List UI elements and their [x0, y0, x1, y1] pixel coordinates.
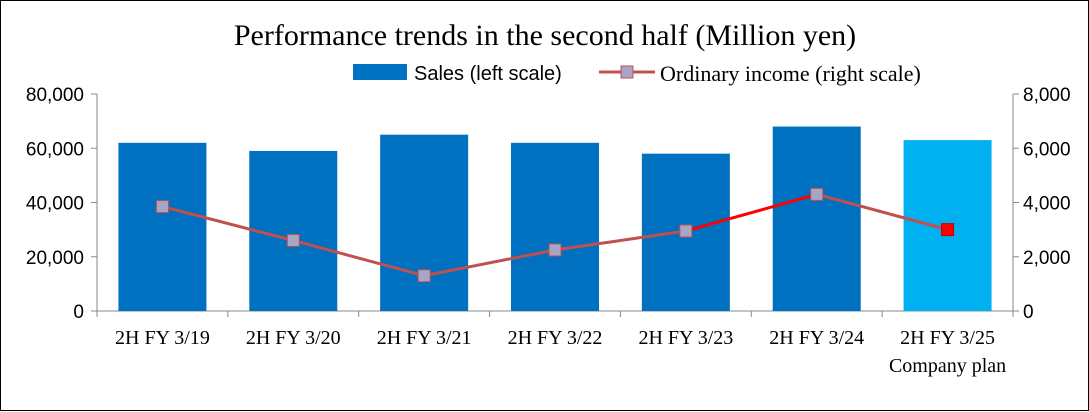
income-line-segment	[685, 192, 818, 233]
x-tick-label: 2H FY 3/25	[900, 327, 995, 349]
income-line-segment	[816, 192, 948, 232]
x-tick-sublabel: Company plan	[889, 355, 1006, 377]
income-point	[548, 243, 562, 257]
y-right-tick-label: 2,000	[1023, 248, 1071, 269]
sales-bar	[118, 142, 207, 311]
income-point	[286, 233, 300, 247]
y-right-tick-label: 6,000	[1023, 139, 1071, 160]
income-point	[679, 224, 693, 238]
y-right-tick-label: 0	[1023, 302, 1034, 323]
legend: Sales (left scale) Ordinary income (righ…	[353, 61, 921, 86]
sales-bar	[249, 150, 338, 311]
sales-bar	[511, 142, 599, 311]
income-line-segment	[162, 205, 294, 242]
income-line-segment	[292, 239, 425, 278]
income-point	[417, 269, 431, 283]
legend-income-marker	[620, 65, 634, 79]
y-left-tick-label: 0	[73, 302, 84, 323]
income-line-segment	[554, 229, 687, 252]
x-tick-label: 2H FY 3/23	[638, 327, 733, 349]
y-right-tick-label: 4,000	[1023, 194, 1071, 215]
y-left-tick-label: 60,000	[26, 139, 84, 160]
sales-bar	[380, 134, 469, 311]
chart-title: Performance trends in the second half (M…	[234, 19, 856, 52]
y-right-tick-label: 8,000	[1023, 85, 1071, 106]
plot-area: 0 20,000 40,000 60,000 80,000 0 2,000 4,000 6,00…	[26, 85, 1071, 377]
income-line-segment	[423, 248, 556, 278]
x-tick-label: 2H FY 3/24	[769, 327, 864, 349]
income-point	[810, 187, 824, 201]
x-tick-label: 2H FY 3/19	[115, 327, 210, 349]
y-left-tick-label: 40,000	[26, 194, 84, 215]
legend-income-label: Ordinary income (right scale)	[660, 61, 921, 86]
x-tick-label: 2H FY 3/22	[508, 327, 603, 349]
x-tick-label: 2H FY 3/21	[377, 327, 472, 349]
sales-bar	[772, 126, 861, 311]
income-point	[941, 223, 955, 237]
y-left-tick-label: 80,000	[26, 85, 84, 106]
legend-sales-label: Sales (left scale)	[414, 63, 562, 85]
y-left-tick-label: 20,000	[26, 248, 84, 269]
income-point	[155, 200, 169, 214]
legend-sales-swatch	[353, 64, 407, 80]
x-tick-label: 2H FY 3/20	[246, 327, 341, 349]
